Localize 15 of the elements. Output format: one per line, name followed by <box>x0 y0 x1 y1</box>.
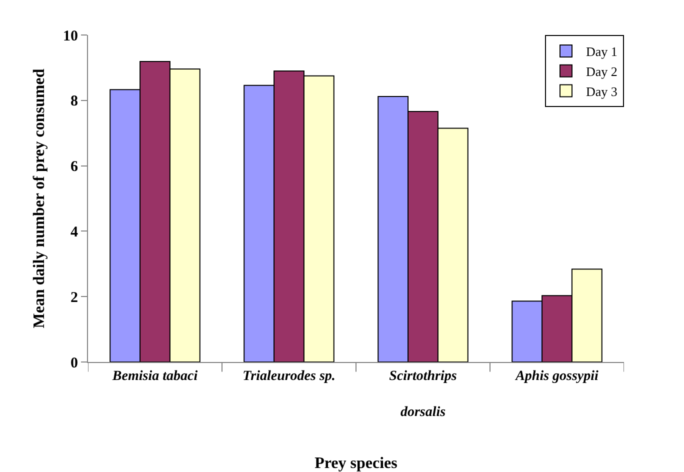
y-axis-title: Mean daily number of prey consumed <box>30 68 48 328</box>
legend-label: Day 3 <box>586 84 618 99</box>
y-tick-label: 4 <box>70 224 78 240</box>
x-tick-label: Aphis gossypii <box>514 368 599 384</box>
y-tick-label: 0 <box>70 355 78 372</box>
legend-label: Day 1 <box>586 44 618 60</box>
legend-label: Day 2 <box>586 64 618 79</box>
category-label: Scirtothrips dorsalis <box>389 368 457 420</box>
x-tick-label: Bemisia tabaci <box>111 368 198 384</box>
y-tick-label: 2 <box>70 290 78 306</box>
y-tick-label: 8 <box>70 94 78 110</box>
x-tick-label: Trialeurodes sp. <box>242 368 336 384</box>
y-tick-label: 6 <box>70 159 78 176</box>
x-axis-title: Prey species <box>314 455 398 472</box>
y-tick-label: 10 <box>63 28 78 44</box>
